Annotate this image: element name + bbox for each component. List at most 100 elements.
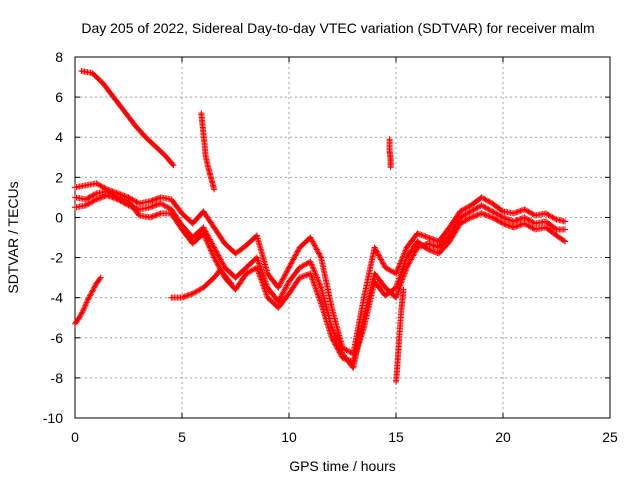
interpolated-point <box>283 269 290 276</box>
interpolated-point <box>541 224 548 231</box>
y-tick-label: 0 <box>55 209 63 225</box>
interpolated-point <box>311 242 318 249</box>
interpolated-point <box>92 197 99 204</box>
interpolated-point <box>202 236 209 243</box>
interpolated-point <box>313 246 320 253</box>
interpolated-point <box>423 233 430 240</box>
interpolated-point <box>283 282 290 289</box>
interpolated-point <box>154 195 161 202</box>
interpolated-point <box>218 257 225 264</box>
interpolated-point <box>213 258 220 265</box>
interpolated-point <box>541 218 548 225</box>
interpolated-point <box>118 195 125 202</box>
interpolated-point <box>153 201 160 208</box>
data-point <box>84 296 91 303</box>
interpolated-point <box>227 279 234 286</box>
interpolated-point <box>130 119 137 126</box>
interpolated-point <box>215 262 222 269</box>
interpolated-point <box>512 217 519 224</box>
interpolated-point <box>309 238 316 245</box>
interpolated-point <box>152 212 159 219</box>
interpolated-point <box>300 273 307 280</box>
interpolated-point <box>529 218 536 225</box>
interpolated-point <box>149 203 156 210</box>
interpolated-point <box>512 223 519 230</box>
interpolated-point <box>88 289 95 296</box>
interpolated-point <box>418 231 425 238</box>
interpolated-point <box>177 294 184 301</box>
interpolated-point <box>134 210 141 217</box>
y-tick-label: -8 <box>51 370 64 386</box>
interpolated-point <box>465 209 472 216</box>
interpolated-point <box>430 248 437 255</box>
interpolated-point <box>313 273 320 280</box>
interpolated-point <box>304 271 311 278</box>
interpolated-point <box>133 198 140 205</box>
interpolated-point <box>206 244 213 251</box>
interpolated-point <box>96 195 103 202</box>
interpolated-point <box>90 285 97 292</box>
interpolated-point <box>429 248 436 255</box>
interpolated-point <box>87 291 94 298</box>
interpolated-point <box>280 289 287 296</box>
interpolated-point <box>264 283 271 290</box>
interpolated-point <box>455 223 462 230</box>
interpolated-point <box>97 194 104 201</box>
interpolated-point <box>470 213 477 220</box>
interpolated-point <box>281 272 288 279</box>
interpolated-point <box>550 214 557 221</box>
chart-title: Day 205 of 2022, Sidereal Day-to-day VTE… <box>81 20 594 36</box>
interpolated-point <box>154 211 161 218</box>
interpolated-point <box>204 240 211 247</box>
interpolated-point <box>426 241 433 248</box>
interpolated-point <box>293 249 300 256</box>
interpolated-point <box>501 220 508 227</box>
interpolated-point <box>426 247 433 254</box>
interpolated-point <box>302 272 309 279</box>
interpolated-point <box>276 283 283 290</box>
interpolated-point <box>502 215 509 222</box>
interpolated-point <box>427 235 434 242</box>
interpolated-point <box>380 290 387 297</box>
axis-ticks: 0 5 10 15 20 25 -10 -8 -6 -4 -2 0 2 4 6 8 <box>43 49 618 445</box>
interpolated-point <box>205 241 212 248</box>
interpolated-point <box>375 251 382 258</box>
interpolated-point <box>473 212 480 219</box>
interpolated-point <box>209 250 216 257</box>
interpolated-point <box>92 191 99 198</box>
interpolated-point <box>312 243 319 250</box>
interpolated-point <box>430 236 437 243</box>
interpolated-point <box>455 210 462 217</box>
interpolated-point <box>380 260 387 267</box>
interpolated-point <box>91 283 98 290</box>
interpolated-point <box>211 255 218 262</box>
interpolated-point <box>387 162 394 169</box>
interpolated-point <box>116 194 123 201</box>
interpolated-point <box>85 295 92 302</box>
y-tick-label: 4 <box>55 129 63 145</box>
interpolated-point <box>330 337 337 344</box>
data-point <box>211 254 218 261</box>
interpolated-point <box>83 300 90 307</box>
interpolated-point <box>149 213 156 220</box>
interpolated-point <box>380 282 387 289</box>
interpolated-point <box>513 217 520 224</box>
interpolated-point <box>299 273 306 280</box>
interpolated-point <box>278 293 285 300</box>
interpolated-point <box>486 213 493 220</box>
interpolated-point <box>377 255 384 262</box>
interpolated-point <box>208 177 215 184</box>
series-1 <box>72 274 104 327</box>
interpolated-point <box>333 342 340 349</box>
x-tick-label: 25 <box>602 429 618 445</box>
x-tick-label: 5 <box>178 429 186 445</box>
interpolated-point <box>112 192 119 199</box>
y-tick-label: -2 <box>51 250 64 266</box>
interpolated-point <box>315 250 322 257</box>
x-tick-label: 0 <box>71 429 79 445</box>
interpolated-point <box>94 195 101 202</box>
interpolated-point <box>220 261 227 268</box>
interpolated-point <box>465 215 472 222</box>
interpolated-point <box>337 350 344 357</box>
interpolated-point <box>516 216 523 223</box>
